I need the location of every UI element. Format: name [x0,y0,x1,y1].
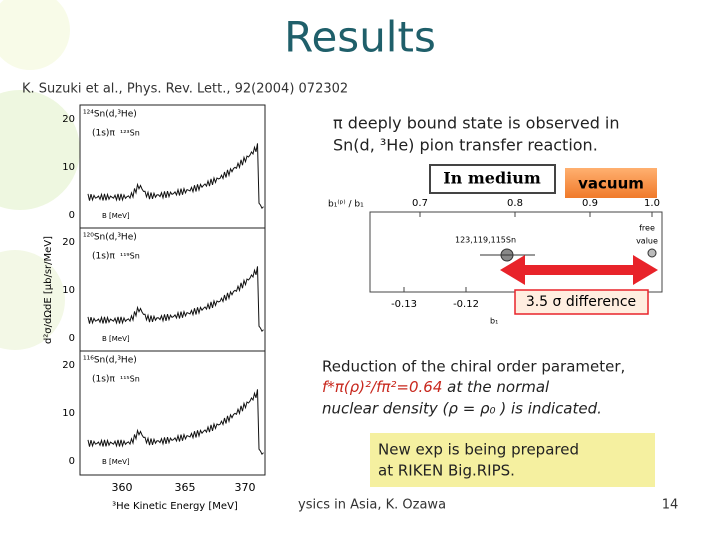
b-label: B [MeV] [102,335,130,343]
spectra-plot: d²σ/dΩdE [μb/sr/MeV] 20 10 0 ¹²⁴Sn(d,³He) (1s… [43,104,266,512]
y-tick-label: 0 [69,210,75,221]
scale-tick-label: 0.8 [507,198,523,209]
free-value: free [639,224,655,233]
reduction: Reduction of the chiral order parameter, [322,358,625,376]
x-tick-label: 360 [112,481,133,494]
b-label: B [MeV] [102,212,130,220]
panel-state: (1s)π [92,252,115,262]
y-tick-label: 0 [69,333,75,344]
decoration [0,0,70,70]
spectrum [87,389,264,456]
scale-tick-label: -0.12 [453,299,479,310]
reduction: nuclear density (ρ = ρ₀ ) is indicated. [322,400,602,418]
x-tick-label: 370 [235,481,256,494]
panel-state: (1s)π [92,375,115,385]
panel-reaction: ¹¹⁶Sn(d,³He) [83,356,137,366]
x-axis-label: ³He Kinetic Energy [MeV] [112,501,238,512]
panel-residual: ¹¹⁹Sn [120,252,140,261]
x-tick-label: 365 [175,481,196,494]
y-tick-label: 20 [62,237,75,248]
scale-tick-label: 0.9 [582,198,598,209]
note: New exp is being prepared [378,441,579,459]
panel-residual: ¹²³Sn [120,129,140,138]
free-point [647,248,657,258]
formula: f*π(ρ)²/fπ²=0.64 [322,378,442,396]
page-number: 14 [662,498,679,513]
scale-tick-label: 1.0 [644,198,660,209]
y-tick-label: 10 [62,162,75,173]
panel-state: (1s)π [92,129,115,139]
scale-label: b₁ [490,317,498,326]
vacuum-box [565,168,657,198]
scale-tick-label: 0.7 [412,198,428,209]
arrow-head [500,255,525,285]
spectrum [87,266,264,333]
difference: 3.5 σ difference [526,294,636,310]
in-medium-box [429,164,556,194]
panel-reaction: ¹²⁰Sn(d,³He) [83,233,137,243]
statement: Sn(d, ³He) pion transfer reaction. [333,136,598,155]
note-box [370,433,655,487]
point-label: 123,119,115Sn [455,236,516,245]
panel-reaction: ¹²⁴Sn(d,³He) [83,110,137,120]
scale-tick-label: -0.13 [391,299,417,310]
y-tick-label: 10 [62,285,75,296]
b-label: B [MeV] [102,458,130,466]
free-value: value [636,237,658,246]
panel-residual: ¹¹⁵Sn [120,375,140,384]
title: Results [284,13,436,62]
vacuum: vacuum [578,175,644,193]
in-medium: In medium [443,169,541,188]
reduction: f*π(ρ)²/fπ²=0.64 at the normal [322,378,550,396]
plot-frame [79,104,266,476]
decoration [0,90,80,210]
decoration [0,250,65,350]
y-tick-label: 0 [69,456,75,467]
note: at RIKEN Big.RIPS. [378,462,515,480]
scale-frame [369,211,663,293]
y-tick-label: 10 [62,408,75,419]
reference: K. Suzuki et al., Phys. Rev. Lett., 92(2… [22,82,348,97]
y-tick-label: 20 [62,114,75,125]
reduction-text: at the normal [442,378,550,396]
scale-label: b₁⁽ᵖ⁾ / b₁ [328,200,364,210]
difference-box [514,289,649,315]
arrow-head [633,255,658,285]
y-axis-label: d²σ/dΩdE [μb/sr/MeV] [43,236,54,344]
spectrum [87,143,264,210]
footer: ysics in Asia, K. Ozawa [298,498,446,513]
statement: π deeply bound state is observed in [333,114,620,133]
y-tick-label: 20 [62,360,75,371]
